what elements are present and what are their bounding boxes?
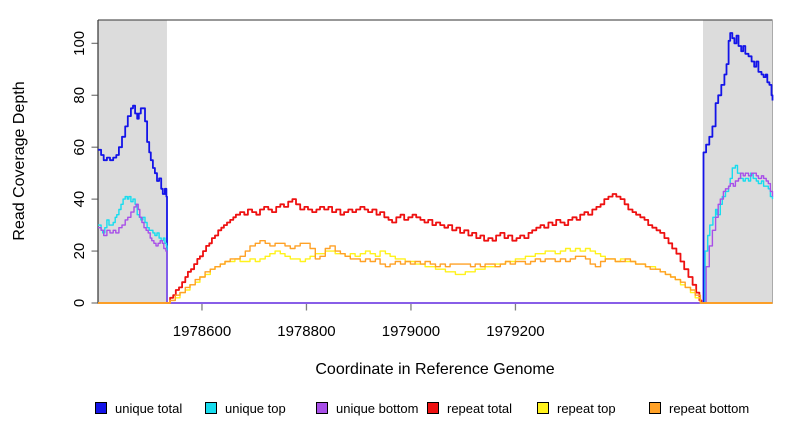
x-tick-label: 1978800 (277, 323, 335, 340)
x-axis-title: Coordinate in Reference Genome (315, 361, 554, 378)
y-tick-label: 100 (71, 31, 88, 56)
shaded-region-right (703, 20, 773, 303)
y-tick-label: 40 (71, 191, 88, 208)
x-tick-label: 1979000 (382, 323, 440, 340)
x-tick-label: 1978600 (173, 323, 231, 340)
series-line-repeat-bottom (98, 240, 773, 304)
y-tick-label: 0 (71, 299, 88, 307)
y-tick-label: 80 (71, 87, 88, 104)
series-line-repeat-total (98, 193, 773, 304)
y-tick-label: 20 (71, 243, 88, 260)
series-line-unique-total (98, 32, 774, 304)
series-line-unique-top (98, 164, 774, 304)
x-tick-label: 1979200 (486, 323, 544, 340)
shaded-region-left (98, 20, 167, 303)
y-tick-label: 60 (71, 139, 88, 156)
series-line-unique-bottom (98, 172, 774, 304)
y-axis-title: Read Coverage Depth (11, 81, 28, 240)
